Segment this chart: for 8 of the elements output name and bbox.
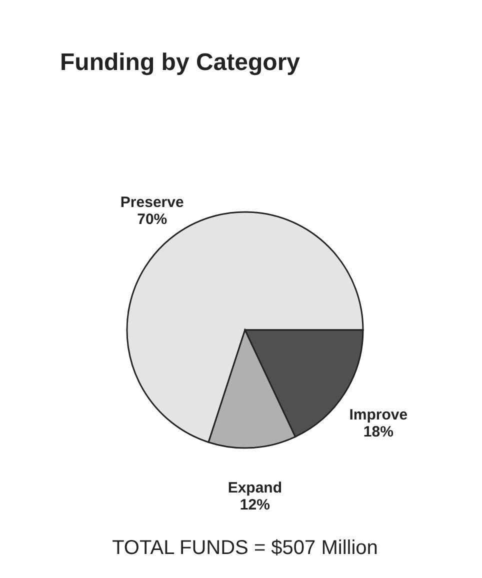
text: TOTAL FUNDS = $507 Million — [112, 537, 378, 559]
slice-label: Preserve — [120, 194, 184, 212]
chart-title: Funding by Category — [60, 49, 301, 76]
slice-label: Expand — [228, 480, 282, 497]
data-label: 70% — [137, 211, 168, 228]
slice-label: Improve — [349, 406, 408, 424]
data-label: 18% — [363, 424, 394, 441]
data-label: 12% — [240, 496, 270, 514]
